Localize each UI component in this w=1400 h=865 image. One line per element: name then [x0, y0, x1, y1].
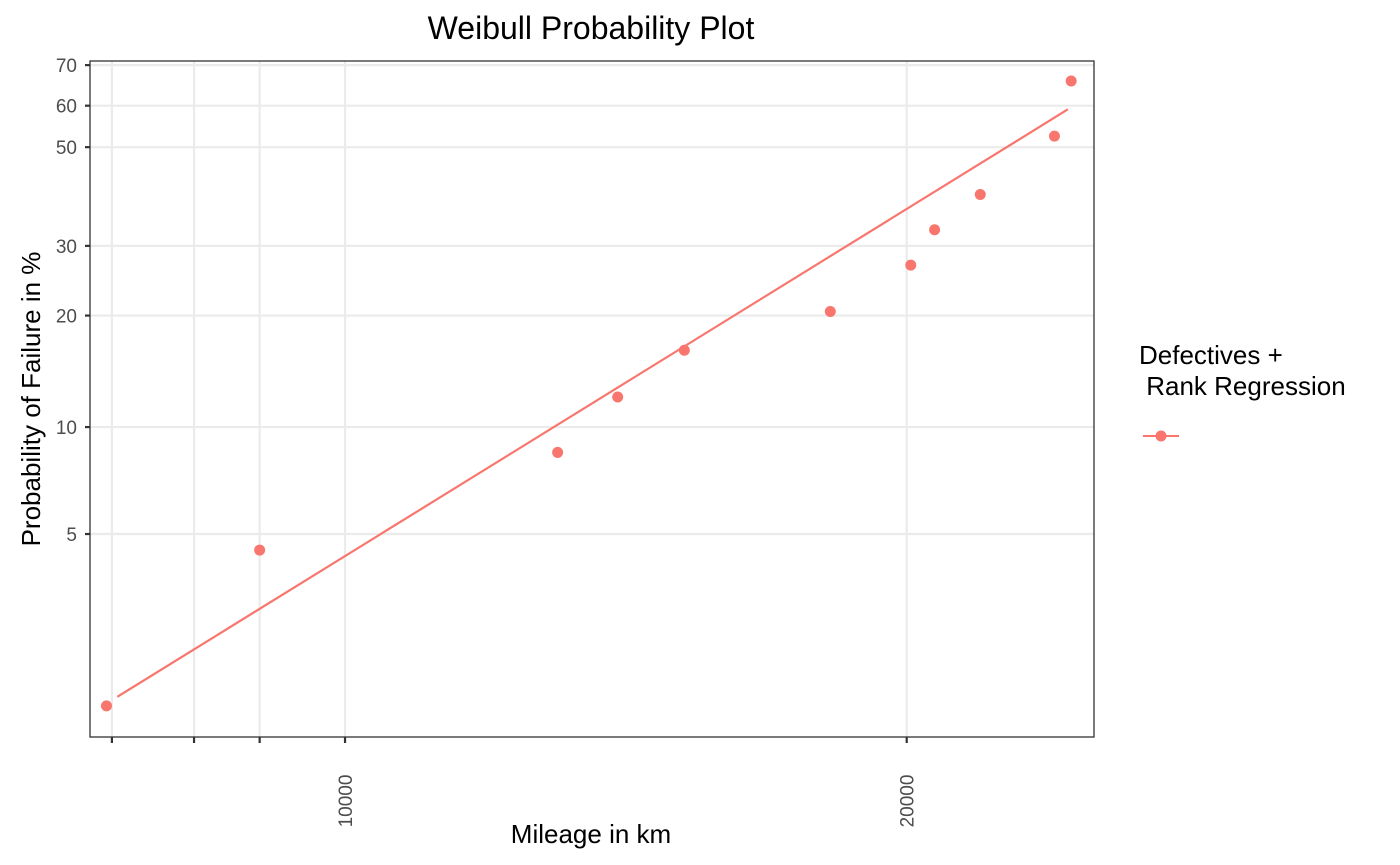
data-point-8 — [929, 224, 941, 236]
x-axis-title: Mileage in km — [511, 819, 671, 849]
regression-line — [116, 108, 1069, 698]
y-tick-label-10: 10 — [56, 418, 77, 439]
chart-title: Weibull Probability Plot — [428, 10, 755, 46]
legend-key-point — [1155, 430, 1167, 442]
grid-lines — [90, 61, 1094, 737]
axis-ticks: 5 10 20 30 50 60 70 10000 20000 — [56, 56, 919, 827]
legend-title-line-2: Rank Regression — [1139, 371, 1346, 401]
y-tick-label-5: 5 — [66, 525, 77, 546]
legend: Defectives + Rank Regression — [1139, 340, 1346, 442]
y-tick-label-50: 50 — [56, 138, 77, 159]
data-point-7 — [905, 259, 917, 271]
y-tick-label-20: 20 — [56, 307, 77, 328]
data-point-1 — [100, 700, 112, 712]
data-point-10 — [1048, 130, 1060, 142]
y-axis-title: Probability of Failure in % — [16, 252, 46, 547]
data-point-11 — [1065, 75, 1077, 87]
data-point-4 — [612, 391, 624, 403]
regression-line-group — [116, 108, 1069, 698]
legend-title-line-1: Defectives + — [1139, 340, 1283, 370]
data-point-2 — [254, 544, 266, 556]
data-point-3 — [552, 446, 564, 458]
data-point-5 — [678, 344, 690, 356]
data-point-6 — [824, 305, 836, 317]
plot-panel-border — [89, 60, 1095, 738]
data-points-group — [100, 75, 1077, 712]
data-point-9 — [974, 188, 986, 200]
x-tick-label-20000: 20000 — [898, 775, 919, 828]
y-tick-label-70: 70 — [56, 56, 77, 77]
y-tick-label-60: 60 — [56, 97, 77, 118]
y-tick-label-30: 30 — [56, 237, 77, 258]
x-tick-label-10000: 10000 — [336, 775, 357, 828]
